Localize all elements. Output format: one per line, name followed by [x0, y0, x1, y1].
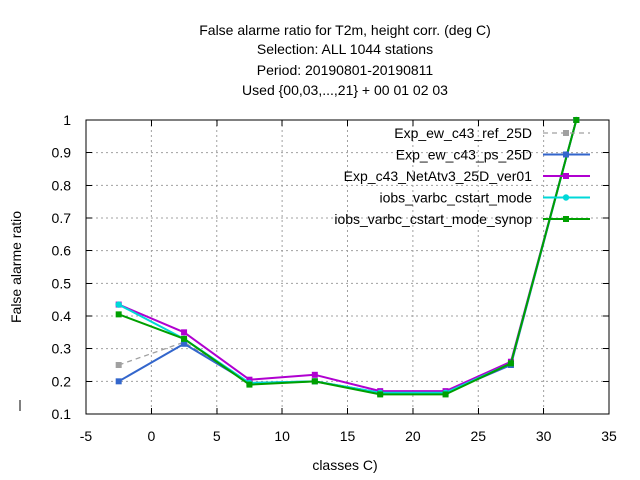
data-point: [246, 381, 253, 388]
legend-label: Exp_ew_c43_ps_25D: [396, 147, 532, 163]
data-point: [573, 117, 580, 123]
series-line: [118, 119, 578, 393]
data-point: [311, 371, 318, 378]
x-tick-label: 25: [470, 428, 486, 444]
x-tick-label: 15: [340, 428, 356, 444]
legend-marker: [563, 216, 569, 222]
chart-title-line-1: False alarme ratio for T2m, height corr.…: [199, 22, 491, 38]
data-point: [507, 360, 514, 367]
y-tick-label: 0.9: [52, 145, 72, 161]
legend-marker: [563, 130, 569, 136]
legend-marker: [563, 173, 569, 179]
legend-marker: [562, 194, 570, 201]
legend: Exp_ew_c43_ref_25D Exp_ew_c43_ps_25D Exp_c…: [334, 125, 590, 227]
data-point: [181, 329, 188, 336]
x-tick-label: 5: [213, 428, 221, 444]
chart-title: False alarme ratio for T2m, height corr.…: [199, 22, 491, 98]
chart-title-line-3: Period: 20190801-20190811: [257, 62, 434, 78]
data-point: [377, 391, 384, 398]
data-point: [115, 311, 122, 318]
legend-label: Exp_ew_c43_ref_25D: [394, 125, 532, 141]
tick-labels: -5 0 5 10 15 20 25 30 35 0.1 0.2 0.3 0.4 0.5 0.6 0.7 0.8…: [52, 112, 617, 444]
series-lines: [115, 116, 580, 398]
y-tick-label: 0.8: [52, 177, 72, 193]
y-tick-label: 0.6: [52, 243, 72, 259]
x-tick-label: 10: [274, 428, 290, 444]
legend-label: Exp_c43_NetAtv3_25D_ver01: [344, 168, 533, 184]
x-tick-label: 30: [536, 428, 552, 444]
legend-label: iobs_varbc_cstart_mode: [379, 190, 532, 206]
chart-title-line-2: Selection: ALL 1044 stations: [257, 41, 433, 57]
series-line: [118, 119, 578, 396]
y-tick-label: 0.5: [52, 275, 72, 291]
plot-frame: [85, 119, 610, 415]
y-tick-label: 1: [63, 112, 71, 128]
y-tick-label: 0.7: [52, 210, 72, 226]
x-tick-label: -5: [80, 428, 93, 444]
y-axis-label: False alarme ratio: [8, 211, 24, 323]
y-tick-label: 0.4: [52, 308, 72, 324]
data-point: [442, 391, 449, 398]
axis-ticks: [19, 119, 610, 415]
chart-title-line-4: Used {00,03,...,21} + 00 01 02 03: [242, 82, 448, 98]
y-tick-label: 0.3: [52, 341, 72, 357]
data-point: [115, 301, 122, 308]
x-tick-label: 35: [601, 428, 617, 444]
data-point: [115, 378, 122, 385]
legend-marker: [563, 151, 569, 158]
data-point: [181, 335, 188, 342]
legend-label: iobs_varbc_cstart_mode_synop: [334, 211, 532, 227]
x-tick-label: 0: [147, 428, 155, 444]
x-tick-label: 20: [405, 428, 421, 444]
series-5: [115, 117, 580, 398]
grid: [86, 120, 609, 414]
data-point: [115, 362, 122, 368]
data-point: [181, 340, 188, 347]
y-tick-label: 0.1: [52, 406, 72, 422]
y-tick-label: 0.2: [52, 373, 72, 389]
data-point: [246, 376, 253, 383]
x-axis-label: classes C): [312, 457, 377, 473]
data-point: [311, 378, 318, 385]
